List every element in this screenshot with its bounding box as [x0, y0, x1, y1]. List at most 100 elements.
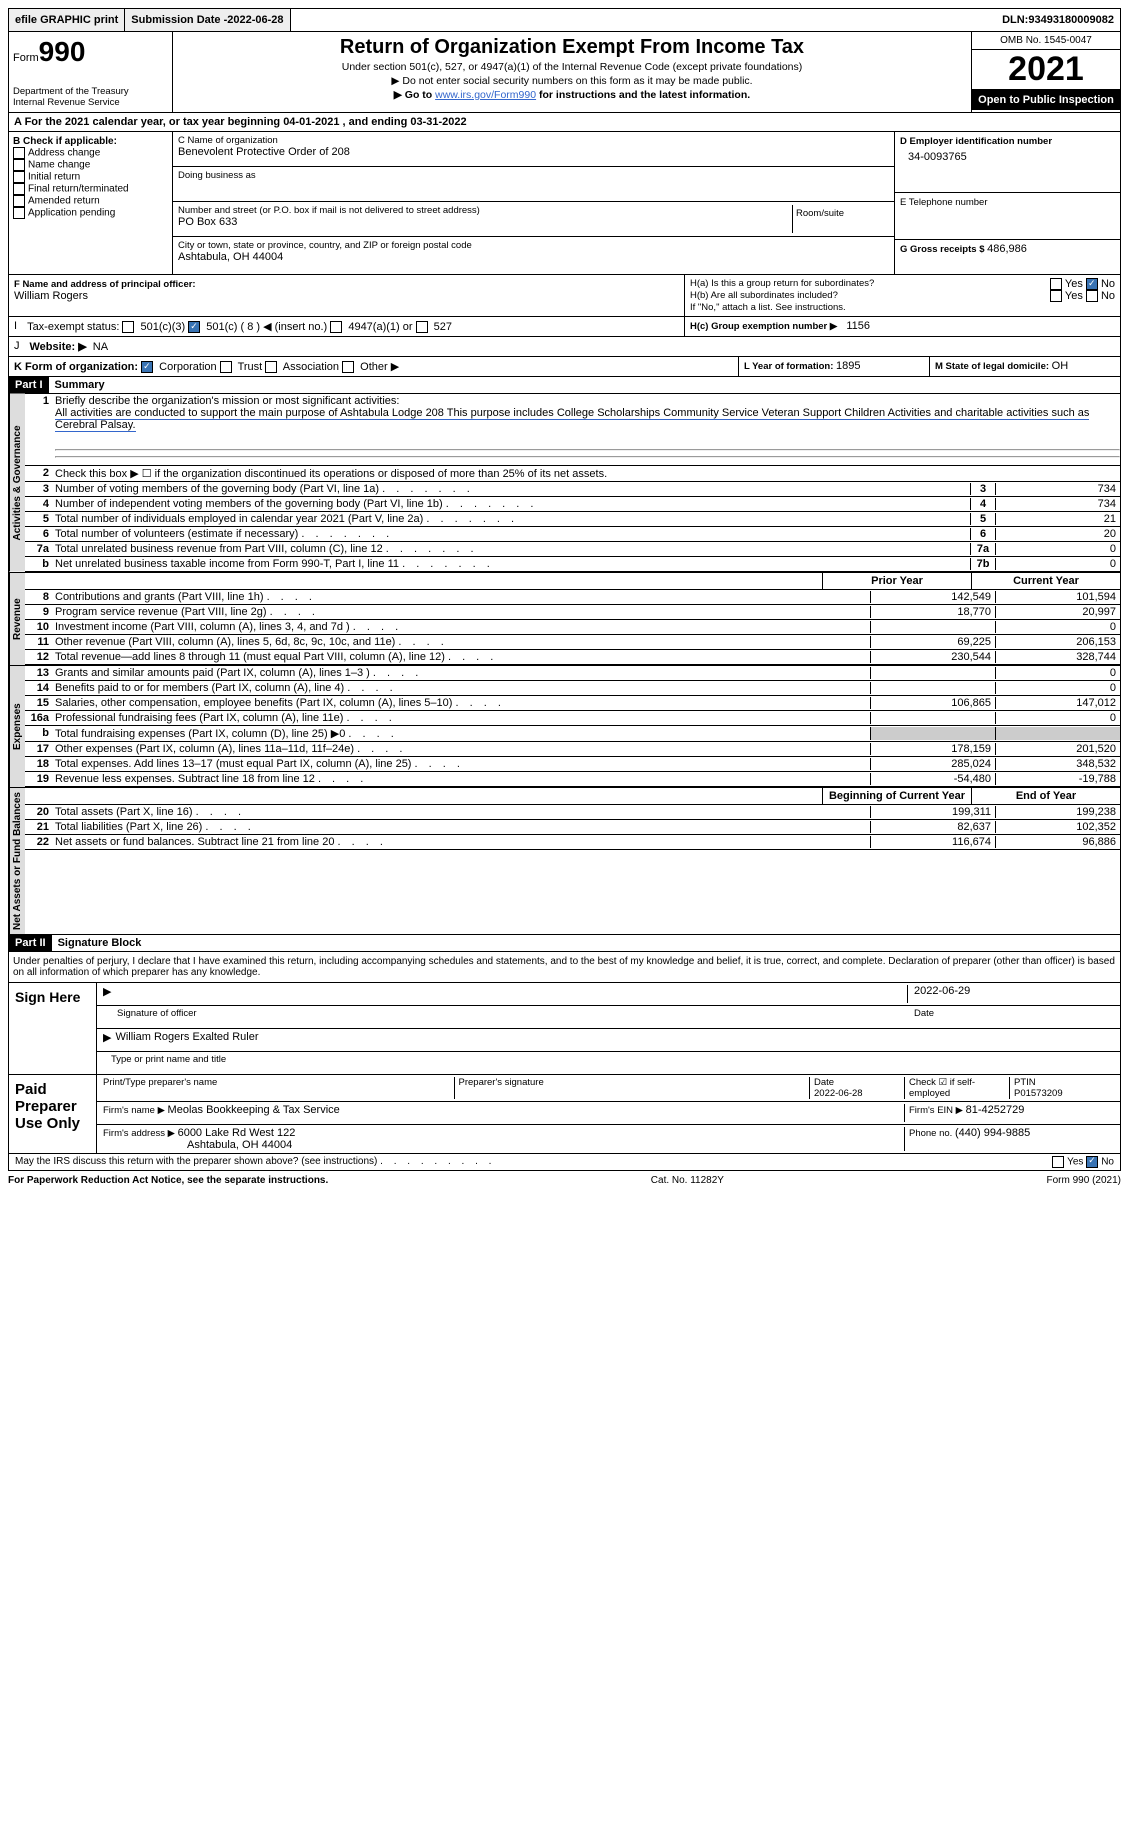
sig-officer-label: Signature of officer [103, 1008, 908, 1026]
ha-label: H(a) Is this a group return for subordin… [690, 278, 1050, 290]
type-name-label: Type or print name and title [97, 1052, 1120, 1074]
part1-header: Part ISummary [8, 377, 1121, 394]
f-label: F Name and address of principal officer: [14, 279, 196, 290]
tab-activities: Activities & Governance [9, 394, 25, 572]
irs-link[interactable]: www.irs.gov/Form990 [435, 89, 536, 101]
form-header: Form990 Department of the Treasury Inter… [8, 32, 1121, 113]
summary-row: 14Benefits paid to or for members (Part … [25, 681, 1120, 696]
sub2: ▶ Do not enter social security numbers o… [177, 75, 967, 87]
netassets-section: Net Assets or Fund Balances Beginning of… [8, 788, 1121, 935]
summary-row: 15Salaries, other compensation, employee… [25, 696, 1120, 711]
summary-row: 7aTotal unrelated business revenue from … [25, 542, 1120, 557]
b-item[interactable]: Application pending [13, 207, 168, 219]
hdr-prior: Prior Year [822, 573, 971, 589]
summary-row: 12Total revenue—add lines 8 through 11 (… [25, 650, 1120, 665]
hb-yes[interactable] [1050, 290, 1062, 302]
section-bcdefg: B Check if applicable: Address changeNam… [8, 132, 1121, 275]
l2: Check this box ▶ ☐ if the organization d… [55, 467, 1120, 480]
website: NA [93, 341, 108, 353]
chk-501c[interactable] [188, 321, 200, 333]
footer-form: Form 990 (2021) [1047, 1175, 1121, 1186]
summary-row: 9Program service revenue (Part VIII, lin… [25, 605, 1120, 620]
l1-label: Briefly describe the organization's miss… [55, 395, 399, 407]
officer-name: William Rogers [14, 290, 88, 302]
b-item[interactable]: Name change [13, 159, 168, 171]
sign-here-label: Sign Here [9, 983, 97, 1074]
sign-here: Sign Here ▶2022-06-29 Signature of offic… [8, 983, 1121, 1075]
efile-print-btn[interactable]: efile GRAPHIC print [9, 9, 125, 31]
tab-netassets: Net Assets or Fund Balances [9, 788, 25, 934]
summary-row: 13Grants and similar amounts paid (Part … [25, 666, 1120, 681]
summary-row: 3Number of voting members of the governi… [25, 482, 1120, 497]
paid-preparer: Paid Preparer Use Only Print/Type prepar… [8, 1075, 1121, 1154]
discuss-no[interactable] [1086, 1156, 1098, 1168]
mission-text: All activities are conducted to support … [55, 407, 1089, 432]
prep-date-hdr: Date [814, 1077, 834, 1088]
revenue-section: Revenue Prior YearCurrent Year 8Contribu… [8, 573, 1121, 666]
chk-501c3[interactable] [122, 321, 134, 333]
section-a: A For the 2021 calendar year, or tax yea… [8, 113, 1121, 132]
hb-no[interactable] [1086, 290, 1098, 302]
b-item[interactable]: Final return/terminated [13, 183, 168, 195]
prep-name-hdr: Print/Type preparer's name [103, 1077, 455, 1099]
ein: 34-0093765 [900, 147, 1115, 167]
form-title: Return of Organization Exempt From Incom… [177, 36, 967, 59]
chk-527[interactable] [416, 321, 428, 333]
state-domicile: OH [1052, 360, 1069, 372]
top-bar: efile GRAPHIC print Submission Date - 20… [8, 8, 1121, 32]
ha-yes[interactable] [1050, 278, 1062, 290]
firm-label: Firm's name ▶ [103, 1105, 168, 1116]
summary-row: 11Other revenue (Part VIII, column (A), … [25, 635, 1120, 650]
declaration: Under penalties of perjury, I declare th… [8, 952, 1121, 983]
l-label: L Year of formation: [744, 361, 836, 372]
discuss-text: May the IRS discuss this return with the… [15, 1156, 377, 1167]
g-label: G Gross receipts $ [900, 244, 987, 255]
summary-section: Activities & Governance 1Briefly describ… [8, 394, 1121, 573]
date-label: Date [908, 1008, 1114, 1026]
sub3: ▶ Go to www.irs.gov/Form990 for instruct… [177, 89, 967, 101]
gross-receipts: 486,986 [987, 243, 1027, 255]
hb-label: H(b) Are all subordinates included? [690, 290, 1050, 302]
addr-label: Number and street (or P.O. box if mail i… [178, 205, 792, 216]
signer-name: William Rogers Exalted Ruler [115, 1031, 258, 1049]
chk-assoc[interactable] [265, 361, 277, 373]
dept-treasury: Department of the Treasury [13, 86, 168, 97]
summary-row: 20Total assets (Part X, line 16) . . . .… [25, 805, 1120, 820]
b-item[interactable]: Initial return [13, 171, 168, 183]
sub1: Under section 501(c), 527, or 4947(a)(1)… [177, 61, 967, 73]
b-title: B Check if applicable: [13, 136, 117, 147]
j-label: Website: ▶ [30, 341, 87, 353]
org-name: Benevolent Protective Order of 208 [178, 146, 889, 158]
chk-trust[interactable] [220, 361, 232, 373]
tab-expenses: Expenses [9, 666, 25, 787]
form-number: 990 [39, 36, 86, 67]
addr: PO Box 633 [178, 216, 792, 228]
summary-row: 22Net assets or fund balances. Subtract … [25, 835, 1120, 850]
section-i: I Tax-exempt status: 501(c)(3) 501(c) ( … [8, 317, 1121, 337]
part2-header: Part IISignature Block [8, 935, 1121, 952]
chk-4947[interactable] [330, 321, 342, 333]
prep-sig-hdr: Preparer's signature [455, 1077, 811, 1099]
irs-label: Internal Revenue Service [13, 97, 168, 108]
footer-left: For Paperwork Reduction Act Notice, see … [8, 1175, 328, 1186]
city-label: City or town, state or province, country… [178, 240, 889, 251]
ha-no[interactable] [1086, 278, 1098, 290]
b-item[interactable]: Address change [13, 147, 168, 159]
e-label: E Telephone number [900, 197, 988, 208]
chk-other[interactable] [342, 361, 354, 373]
discuss-yes[interactable] [1052, 1156, 1064, 1168]
b-item[interactable]: Amended return [13, 195, 168, 207]
prep-self: Check ☑ if self-employed [905, 1077, 1010, 1099]
discuss-row: May the IRS discuss this return with the… [8, 1154, 1121, 1171]
h-note: If "No," attach a list. See instructions… [690, 302, 1115, 313]
d-label: D Employer identification number [900, 136, 1052, 147]
submission-date: Submission Date - 2022-06-28 [125, 9, 290, 31]
summary-row: 16aProfessional fundraising fees (Part I… [25, 711, 1120, 726]
phone-label: Phone no. [909, 1128, 955, 1139]
summary-row: bTotal fundraising expenses (Part IX, co… [25, 726, 1120, 742]
chk-corp[interactable] [141, 361, 153, 373]
footer-cat: Cat. No. 11282Y [651, 1175, 724, 1186]
hc-label: H(c) Group exemption number ▶ [690, 321, 837, 332]
sign-date-val: 2022-06-29 [907, 985, 1114, 1003]
dln: DLN: 93493180009082 [996, 9, 1120, 31]
